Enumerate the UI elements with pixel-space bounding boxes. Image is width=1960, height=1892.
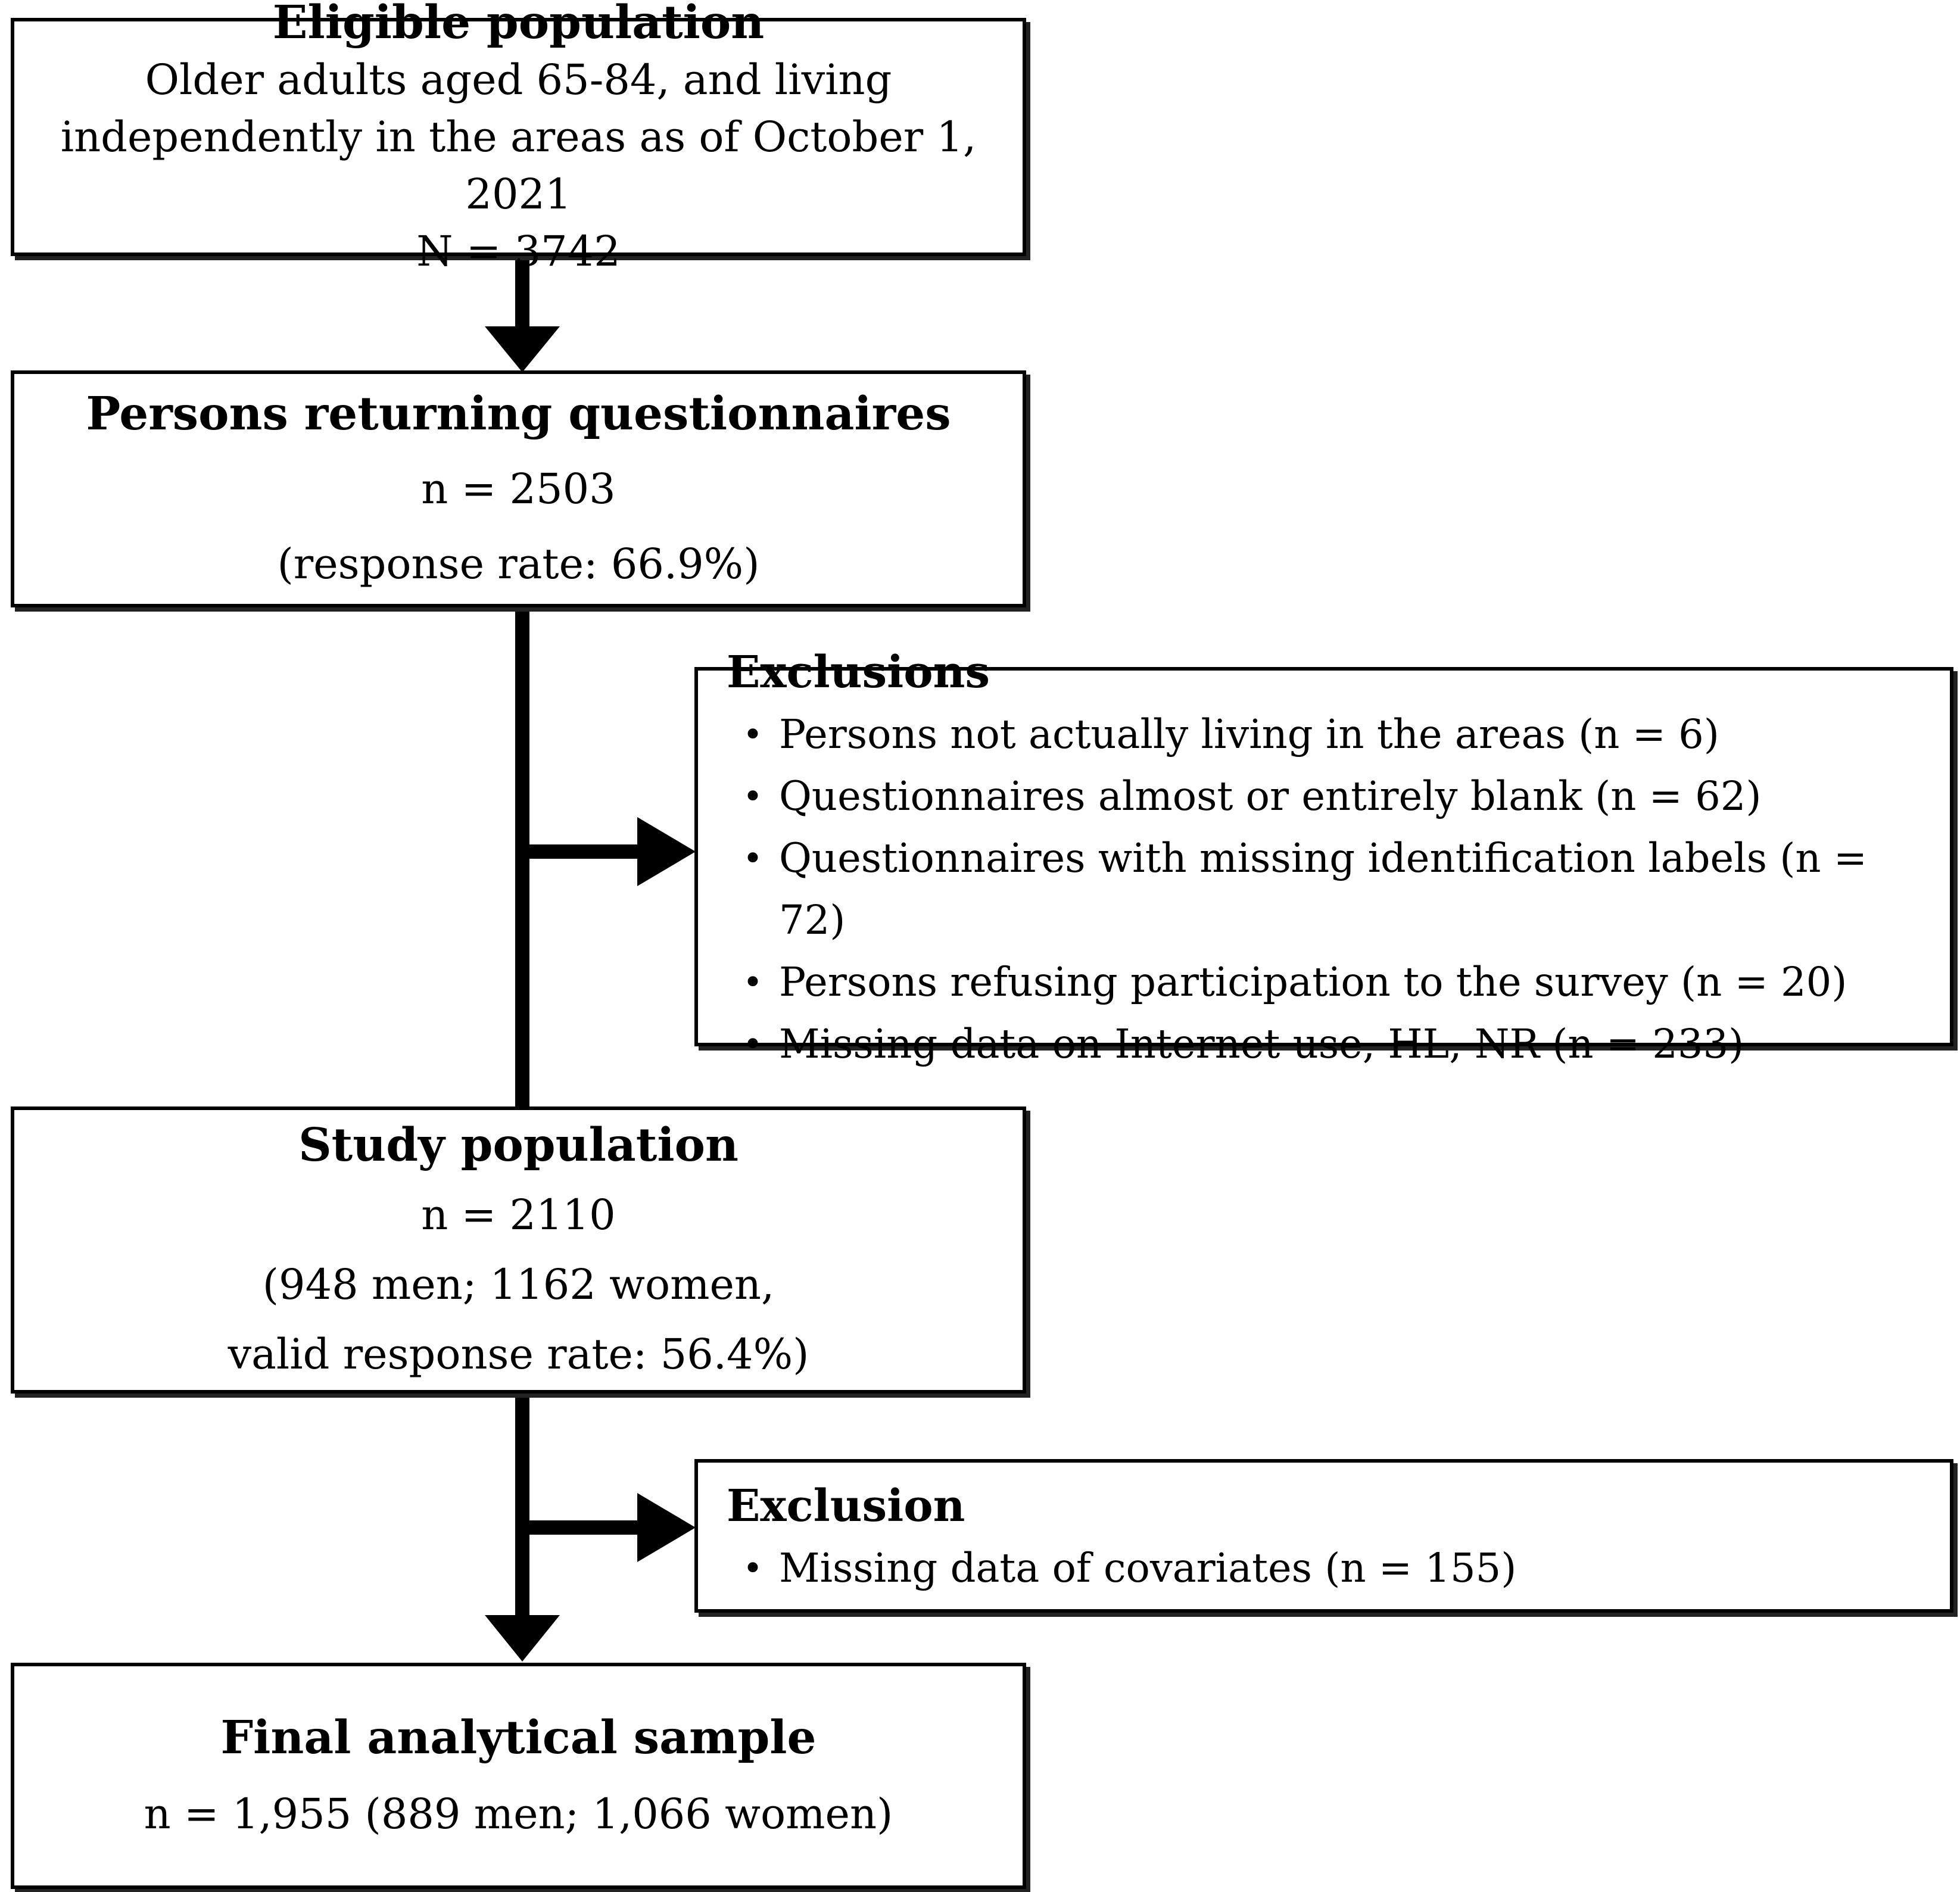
arrow-to-exclusion2-head bbox=[637, 1493, 696, 1562]
box-study-population: Study population n = 2110 (948 men; 1162… bbox=[11, 1106, 1026, 1394]
box-exclusion-second: Exclusion • Missing data of covariates (… bbox=[694, 1459, 1953, 1613]
bullet-icon: • bbox=[742, 1023, 764, 1064]
box-final-analytical-sample: Final analytical sample n = 1,955 (889 m… bbox=[11, 1663, 1026, 1889]
exclusion-item-text: Missing data of covariates (n = 155) bbox=[779, 1545, 1517, 1591]
exclusion-item-text: Questionnaires with missing identificati… bbox=[779, 834, 1867, 943]
exclusion-item: • Missing data on Internet use, HL, NR (… bbox=[727, 1013, 1938, 1075]
arrow-eligible-to-returning-head bbox=[485, 326, 560, 372]
bullet-icon: • bbox=[742, 775, 764, 816]
box-study-breakdown: (948 men; 1162 women, bbox=[262, 1260, 775, 1309]
bullet-icon: • bbox=[742, 713, 764, 755]
box-returning-rate: (response rate: 66.9%) bbox=[277, 540, 760, 588]
box-exclusions-title: Exclusions bbox=[727, 646, 990, 698]
box-exclusions: Exclusions • Persons not actually living… bbox=[694, 647, 1953, 1067]
box-eligible-title: Eligible population bbox=[272, 0, 765, 49]
box-returning-title: Persons returning questionnaires bbox=[86, 387, 951, 441]
exclusion-item: • Questionnaires almost or entirely blan… bbox=[727, 765, 1938, 827]
exclusion-item: • Missing data of covariates (n = 155) bbox=[727, 1537, 1938, 1599]
exclusion-item-text: Persons not actually living in the areas… bbox=[779, 710, 1719, 758]
box-eligible-line-1: Older adults aged 65-84, and living bbox=[145, 55, 892, 104]
arrow-to-exclusions-head bbox=[637, 817, 696, 886]
box-study-title: Study population bbox=[298, 1118, 738, 1172]
exclusion-item-text: Missing data on Internet use, HL, NR (n … bbox=[779, 1020, 1744, 1067]
box-eligible-population: Eligible population Older adults aged 65… bbox=[11, 0, 1026, 276]
bullet-icon: • bbox=[742, 837, 764, 878]
bullet-icon: • bbox=[742, 1548, 764, 1588]
exclusion-item-text: Questionnaires almost or entirely blank … bbox=[779, 772, 1762, 819]
box-final-count: n = 1,955 (889 men; 1,066 women) bbox=[144, 1790, 893, 1838]
exclusion-item: • Persons refusing participation to the … bbox=[727, 951, 1938, 1013]
exclusion-item-text: Persons refusing participation to the su… bbox=[779, 958, 1847, 1005]
box-study-rate: valid response rate: 56.4%) bbox=[228, 1330, 809, 1379]
box-exclusion-second-title: Exclusion bbox=[727, 1480, 965, 1532]
box-returning-questionnaires: Persons returning questionnaires n = 250… bbox=[11, 370, 1026, 607]
box-study-count: n = 2110 bbox=[421, 1190, 616, 1239]
box-returning-count: n = 2503 bbox=[421, 465, 616, 513]
box-final-title: Final analytical sample bbox=[220, 1711, 817, 1765]
exclusion-item: • Questionnaires with missing identifica… bbox=[727, 827, 1938, 951]
box-eligible-line-2: independently in the areas as of October… bbox=[60, 113, 977, 219]
box-eligible-count: N = 3742 bbox=[416, 227, 621, 276]
exclusion-item: • Persons not actually living in the are… bbox=[727, 703, 1938, 765]
bullet-icon: • bbox=[742, 961, 764, 1002]
arrow-study-to-final-head bbox=[485, 1615, 560, 1662]
